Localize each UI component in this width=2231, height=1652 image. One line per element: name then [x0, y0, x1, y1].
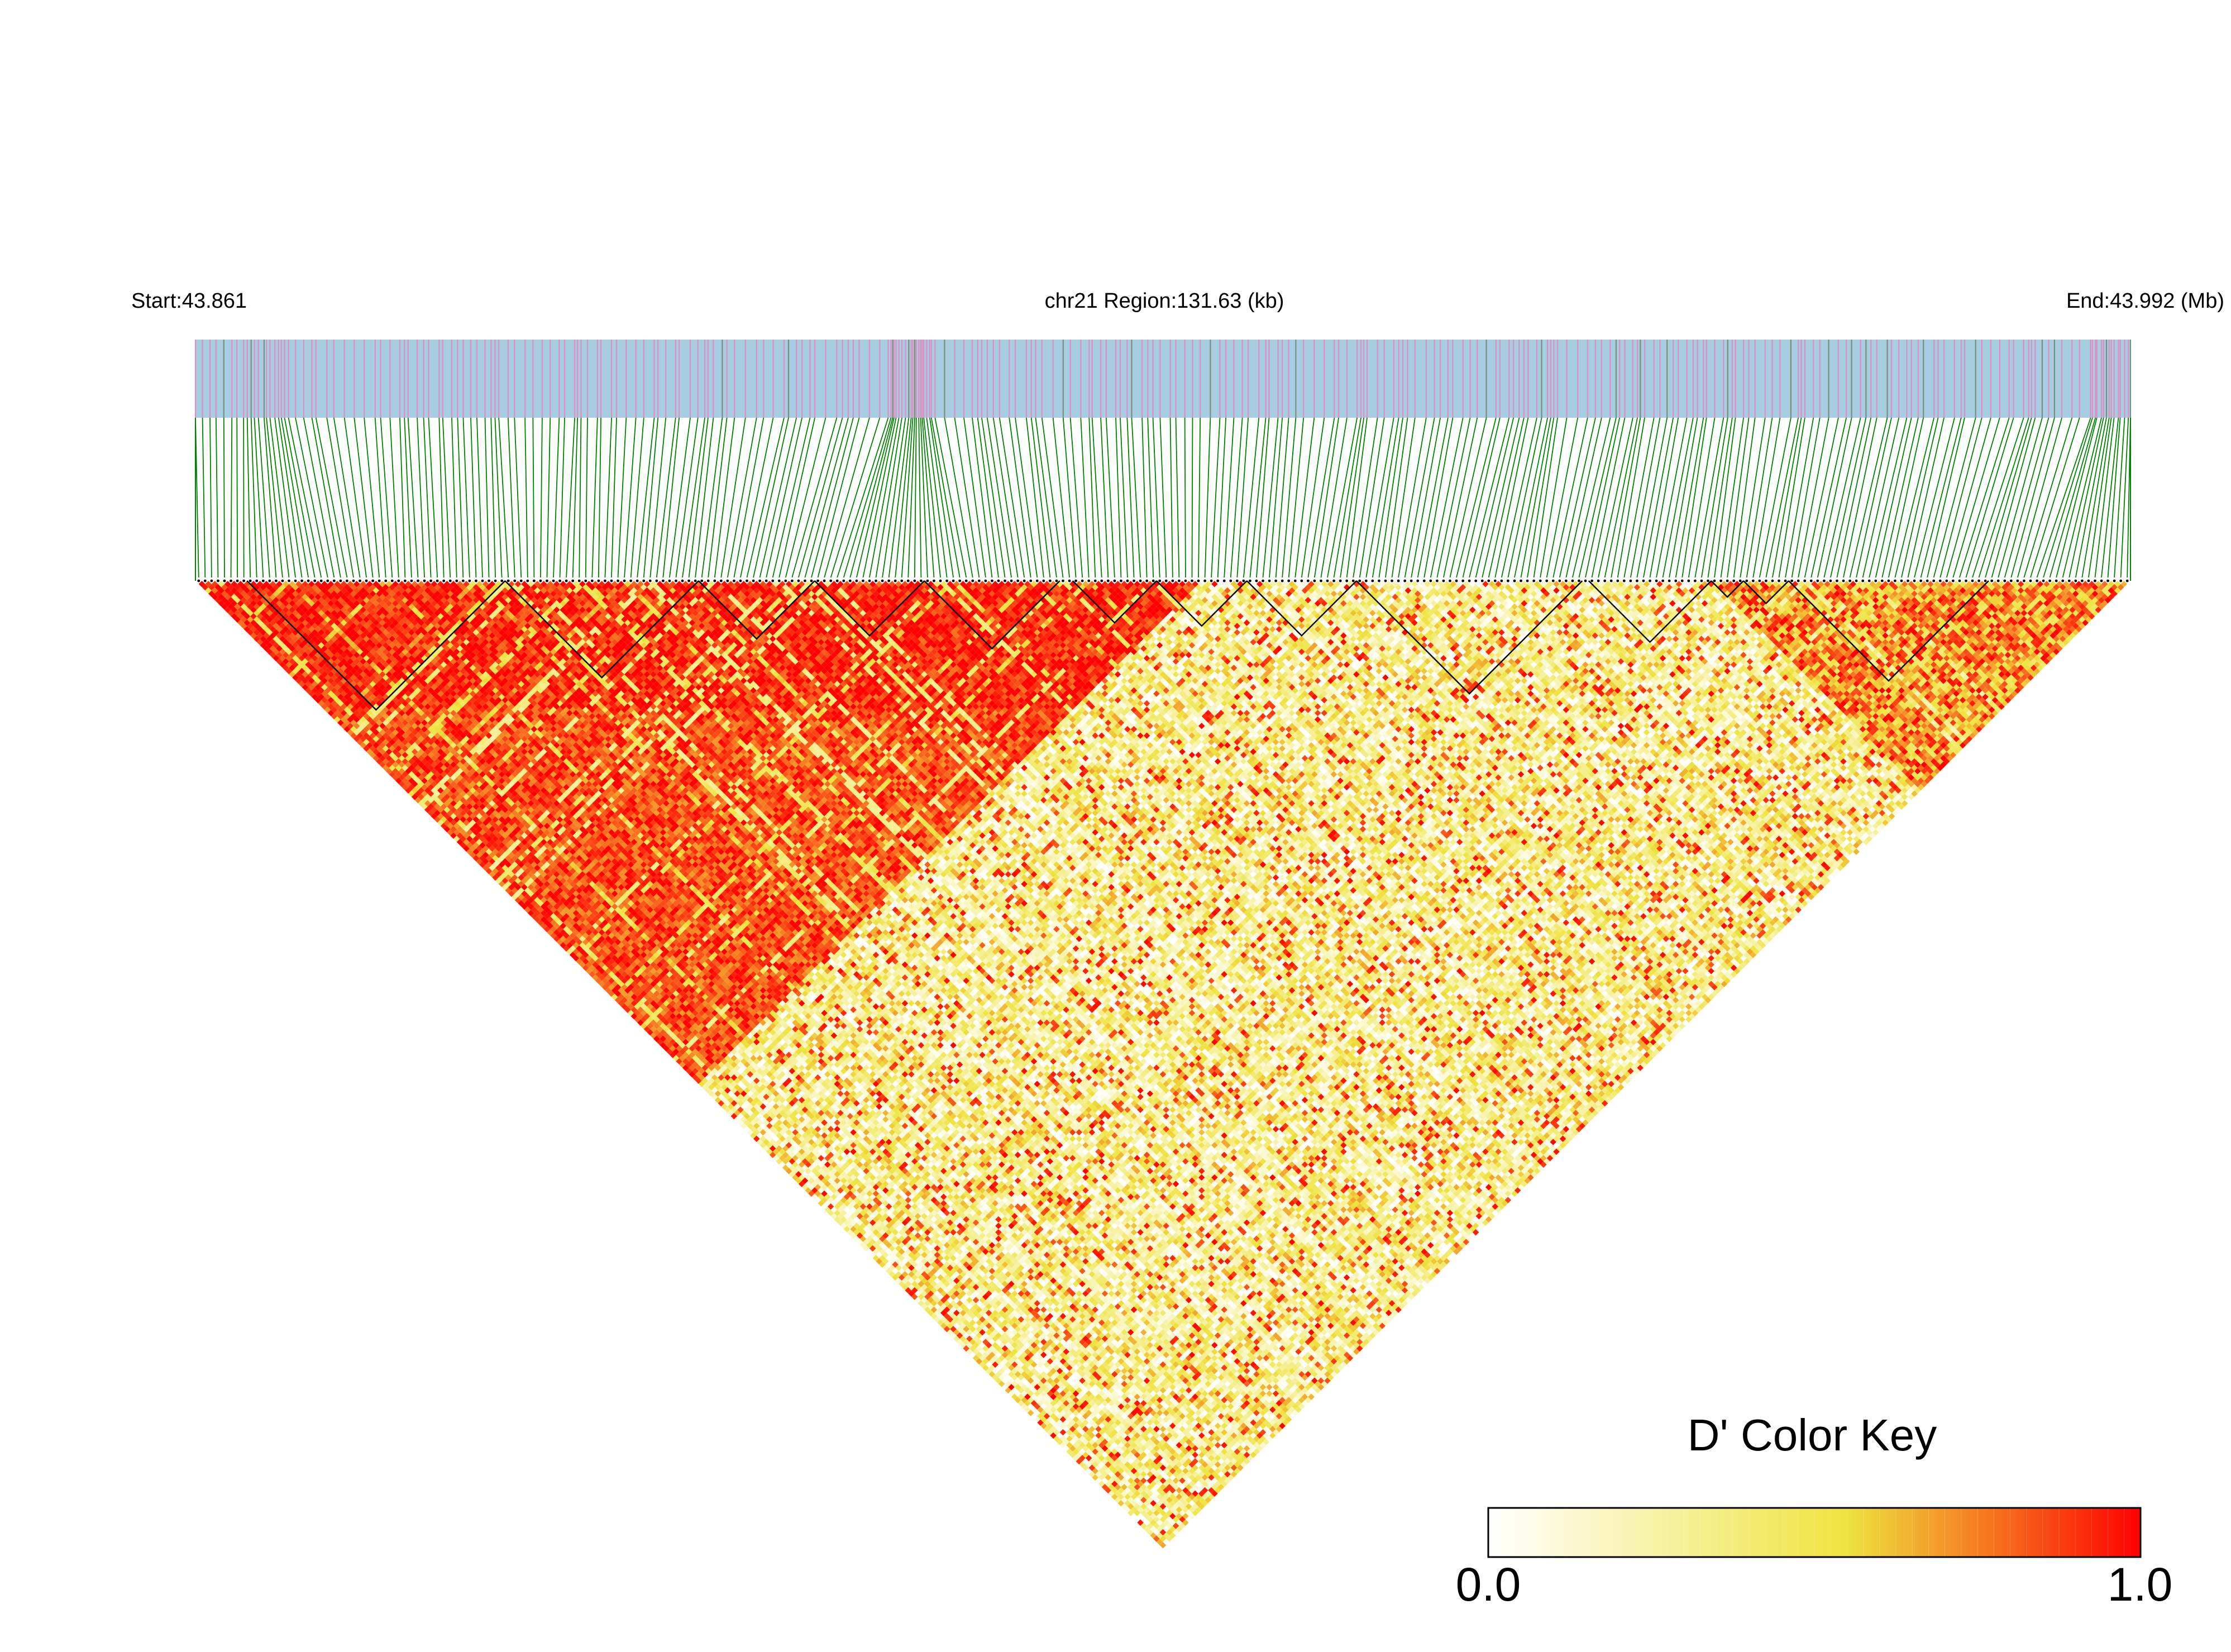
ld-cell-group: [199, 581, 2127, 1549]
